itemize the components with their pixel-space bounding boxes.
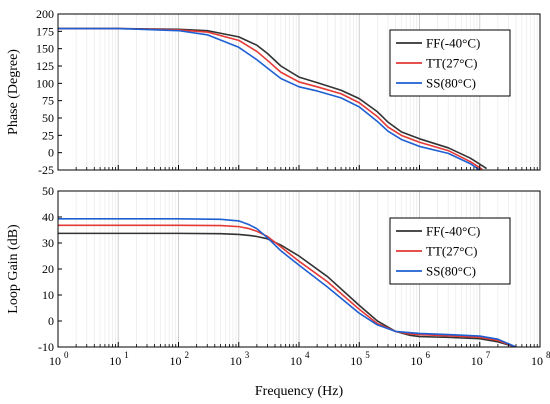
legend: FF(-40°C) TT(27°C) SS(80°C) bbox=[389, 29, 511, 97]
series-line-2 bbox=[58, 27, 481, 170]
x-tick-label: 10 bbox=[471, 354, 483, 368]
y-tick-label: 0 bbox=[48, 314, 54, 328]
x-tick-exponent: 4 bbox=[305, 350, 310, 360]
y-tick-label: 10 bbox=[42, 288, 54, 302]
y-tick-label: 175 bbox=[36, 24, 54, 38]
y-tick-label: 40 bbox=[42, 210, 54, 224]
legend: FF(-40°C) TT(27°C) SS(80°C) bbox=[389, 217, 511, 285]
y-axis-title: Loop Gain (dB) bbox=[6, 224, 21, 314]
series-line-0 bbox=[58, 232, 517, 347]
x-tick-exponent: 6 bbox=[426, 350, 431, 360]
y-tick-label: 125 bbox=[36, 59, 54, 73]
x-tick-label: 10 bbox=[350, 354, 362, 368]
y-tick-label: 75 bbox=[42, 94, 54, 108]
x-tick-exponent: 2 bbox=[185, 350, 190, 360]
legend-label-2: SS(80°C) bbox=[426, 264, 476, 279]
phase-panel: -25 0 25 50 75 100 125 150 175 200 Phase (Degree) F… bbox=[6, 7, 541, 177]
x-tick-label: 10 bbox=[49, 354, 61, 368]
x-tick-label: 10 bbox=[230, 354, 242, 368]
y-tick-label: -25 bbox=[38, 163, 54, 177]
x-tick-exponent: 5 bbox=[365, 350, 370, 360]
y-tick-label: 50 bbox=[42, 184, 54, 198]
x-tick-label: 10 bbox=[109, 354, 121, 368]
x-tick-exponent: 1 bbox=[124, 350, 129, 360]
x-tick-label: 10 bbox=[170, 354, 182, 368]
legend-label-1: TT(27°C) bbox=[426, 244, 477, 259]
y-tick-label: 150 bbox=[36, 42, 54, 56]
x-tick-label: 10 bbox=[411, 354, 423, 368]
series-line-0 bbox=[58, 27, 488, 170]
x-tick-label: 10 bbox=[290, 354, 302, 368]
legend-label-2: SS(80°C) bbox=[426, 76, 476, 91]
series-line-1 bbox=[58, 27, 483, 170]
x-axis-title: Frequency (Hz) bbox=[255, 384, 344, 399]
series-line-1 bbox=[58, 224, 517, 347]
y-tick-label: 20 bbox=[42, 262, 54, 276]
series-line-2 bbox=[58, 218, 517, 347]
legend-label-0: FF(-40°C) bbox=[426, 36, 480, 51]
x-tick-exponent: 7 bbox=[486, 350, 491, 360]
y-tick-label: 50 bbox=[42, 111, 54, 125]
y-axis-title: Phase (Degree) bbox=[6, 49, 21, 135]
y-tick-label: 200 bbox=[36, 7, 54, 21]
y-tick-label: -10 bbox=[38, 340, 54, 354]
legend-label-1: TT(27°C) bbox=[426, 56, 477, 71]
y-tick-label: 30 bbox=[42, 236, 54, 250]
y-tick-label: 0 bbox=[48, 146, 54, 160]
legend-label-0: FF(-40°C) bbox=[426, 224, 480, 239]
y-tick-label: 25 bbox=[42, 128, 54, 142]
x-tick-label: 10 bbox=[531, 354, 543, 368]
x-tick-exponent: 0 bbox=[64, 350, 69, 360]
y-tick-label: 100 bbox=[36, 76, 54, 90]
x-tick-exponent: 8 bbox=[546, 350, 550, 360]
x-tick-exponent: 3 bbox=[245, 350, 250, 360]
